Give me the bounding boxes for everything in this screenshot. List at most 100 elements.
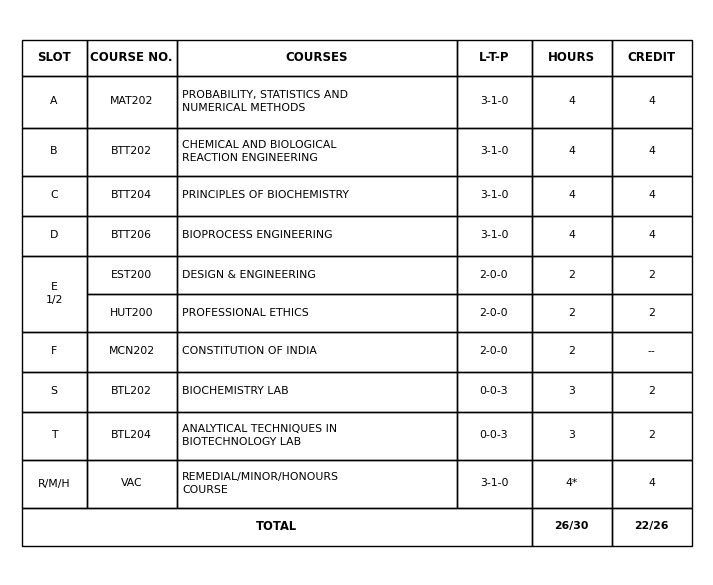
Bar: [531, 40, 612, 75]
Text: D: D: [50, 230, 58, 240]
Text: F: F: [51, 346, 57, 356]
Text: 2: 2: [568, 270, 575, 280]
Text: 3-1-0: 3-1-0: [480, 230, 508, 240]
Bar: [456, 75, 531, 128]
Bar: [177, 332, 456, 371]
Text: 4: 4: [568, 97, 575, 106]
Bar: [612, 332, 692, 371]
Bar: [86, 332, 177, 371]
Bar: [177, 371, 456, 411]
Bar: [86, 411, 177, 459]
Text: B: B: [50, 146, 58, 157]
Text: 0-0-3: 0-0-3: [480, 431, 508, 441]
Text: SLOT: SLOT: [37, 51, 71, 64]
Text: TOTAL: TOTAL: [256, 520, 297, 533]
Bar: [456, 411, 531, 459]
Bar: [177, 75, 456, 128]
Bar: [612, 411, 692, 459]
Text: --: --: [647, 346, 655, 356]
Bar: [456, 294, 531, 332]
Bar: [21, 40, 86, 75]
Bar: [531, 411, 612, 459]
Text: 2: 2: [648, 308, 655, 318]
Text: 2-0-0: 2-0-0: [480, 346, 508, 356]
Text: A: A: [50, 97, 58, 106]
Text: 4: 4: [568, 191, 575, 201]
Text: L-T-P: L-T-P: [478, 51, 509, 64]
Text: 3: 3: [568, 431, 575, 441]
Text: MAT202: MAT202: [110, 97, 153, 106]
Bar: [456, 332, 531, 371]
Text: MCN202: MCN202: [108, 346, 155, 356]
Text: 4: 4: [568, 230, 575, 240]
Bar: [86, 371, 177, 411]
Text: BIOCHEMISTRY LAB: BIOCHEMISTRY LAB: [183, 387, 289, 397]
Bar: [531, 332, 612, 371]
Text: COURSE NO.: COURSE NO.: [91, 51, 173, 64]
Bar: [21, 508, 531, 545]
Bar: [177, 411, 456, 459]
Text: 4: 4: [648, 146, 655, 157]
Bar: [177, 128, 456, 176]
Text: CHEMICAL AND BIOLOGICAL
REACTION ENGINEERING: CHEMICAL AND BIOLOGICAL REACTION ENGINEE…: [183, 140, 337, 163]
Text: PRINCIPLES OF BIOCHEMISTRY: PRINCIPLES OF BIOCHEMISTRY: [183, 191, 349, 201]
Bar: [612, 256, 692, 294]
Text: E
1/2: E 1/2: [46, 283, 63, 305]
Text: 2: 2: [648, 270, 655, 280]
Text: 4: 4: [648, 191, 655, 201]
Text: 3-1-0: 3-1-0: [480, 479, 508, 488]
Bar: [531, 128, 612, 176]
Text: 4: 4: [648, 230, 655, 240]
Text: REMEDIAL/MINOR/HONOURS
COURSE: REMEDIAL/MINOR/HONOURS COURSE: [183, 472, 339, 495]
Bar: [612, 215, 692, 256]
Bar: [86, 459, 177, 508]
Bar: [21, 411, 86, 459]
Bar: [177, 294, 456, 332]
Text: PROBABILITY, STATISTICS AND
NUMERICAL METHODS: PROBABILITY, STATISTICS AND NUMERICAL ME…: [183, 90, 348, 113]
Text: 4: 4: [648, 97, 655, 106]
Bar: [21, 215, 86, 256]
Text: BTT204: BTT204: [111, 191, 152, 201]
Text: PROFESSIONAL ETHICS: PROFESSIONAL ETHICS: [183, 308, 309, 318]
Bar: [531, 371, 612, 411]
Text: BTT206: BTT206: [111, 230, 152, 240]
Bar: [531, 176, 612, 215]
Text: C: C: [50, 191, 58, 201]
Text: ANALYTICAL TECHNIQUES IN
BIOTECHNOLOGY LAB: ANALYTICAL TECHNIQUES IN BIOTECHNOLOGY L…: [183, 424, 337, 447]
Text: 3: 3: [568, 387, 575, 397]
Text: BTL202: BTL202: [111, 387, 152, 397]
Bar: [21, 75, 86, 128]
Bar: [612, 75, 692, 128]
Bar: [177, 256, 456, 294]
Bar: [456, 176, 531, 215]
Text: S: S: [51, 387, 58, 397]
Text: 4*: 4*: [565, 479, 578, 488]
Bar: [531, 459, 612, 508]
Text: 2-0-0: 2-0-0: [480, 270, 508, 280]
Bar: [531, 294, 612, 332]
Text: 3-1-0: 3-1-0: [480, 191, 508, 201]
Text: 4: 4: [568, 146, 575, 157]
Text: 4: 4: [648, 479, 655, 488]
Bar: [531, 508, 612, 545]
Bar: [456, 40, 531, 75]
Bar: [21, 256, 86, 332]
Text: EST200: EST200: [111, 270, 152, 280]
Bar: [21, 128, 86, 176]
Text: DESIGN & ENGINEERING: DESIGN & ENGINEERING: [183, 270, 316, 280]
Bar: [612, 176, 692, 215]
Text: 26/30: 26/30: [554, 521, 589, 532]
Bar: [177, 215, 456, 256]
Bar: [177, 40, 456, 75]
Bar: [86, 215, 177, 256]
Bar: [177, 176, 456, 215]
Text: BIOPROCESS ENGINEERING: BIOPROCESS ENGINEERING: [183, 230, 333, 240]
Text: CONSTITUTION OF INDIA: CONSTITUTION OF INDIA: [183, 346, 317, 356]
Bar: [456, 215, 531, 256]
Text: 2: 2: [648, 387, 655, 397]
Bar: [86, 128, 177, 176]
Text: HUT200: HUT200: [110, 308, 153, 318]
Bar: [86, 40, 177, 75]
Bar: [177, 459, 456, 508]
Text: COURSES: COURSES: [285, 51, 348, 64]
